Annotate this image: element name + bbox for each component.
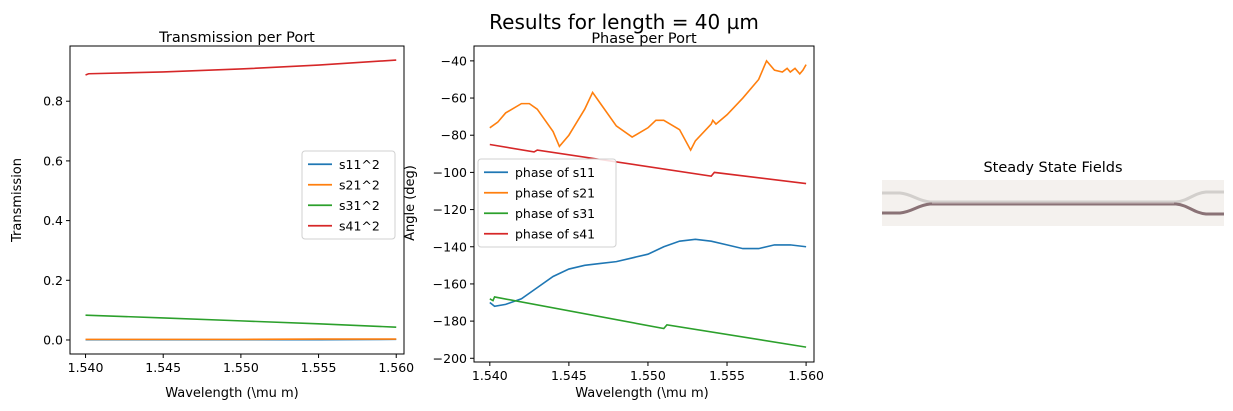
figure-suptitle: Results for length = 40 µm	[489, 10, 759, 34]
phase-x-tick-label: 1.555	[709, 368, 745, 383]
phase-y-tick-label: −40	[441, 53, 467, 68]
transmission-x-tick-label: 1.550	[223, 360, 259, 375]
phase-legend-box	[477, 158, 617, 248]
transmission-x-tick-label: 1.545	[145, 360, 181, 375]
phase-plot-frame	[473, 45, 815, 363]
upper-waveguide-trace	[882, 190, 1224, 204]
phase-y-tick-label: −160	[433, 276, 467, 291]
transmission-y-tick-label: 0.0	[43, 332, 63, 347]
phase-x-tick-label: 1.550	[630, 368, 666, 383]
phase-y-tick-label: −60	[441, 91, 467, 106]
phase-y-tick-label: −200	[433, 351, 467, 366]
phase-legend-entry: phase of s31	[515, 206, 595, 221]
transmission-legend-entry: s21^2	[339, 177, 380, 192]
transmission-y-axis-label: Transmission	[10, 158, 25, 243]
phase-x-axis-label: Wavelength (\mu m)	[575, 386, 708, 401]
phase-x-tick-label: 1.545	[551, 368, 587, 383]
phase-y-axis-label: Angle (deg)	[403, 165, 418, 241]
transmission-x-tick-label: 1.540	[68, 360, 104, 375]
phase-y-tick-label: −180	[433, 314, 467, 329]
transmission-series-3-line	[85, 314, 397, 328]
transmission-legend-entry: s41^2	[339, 218, 380, 233]
transmission-series	[85, 59, 397, 341]
transmission-ticks: 1.540 1.545 1.550 1.555 1.560 0.0 0.2 0.4 0.6 0.8	[43, 94, 414, 375]
phase-x-tick-label: 1.540	[472, 368, 508, 383]
phase-y-tick-label: −80	[441, 128, 467, 143]
transmission-y-tick-label: 0.8	[43, 94, 63, 109]
phase-series-1-line	[489, 238, 807, 308]
transmission-y-tick-label: 0.4	[43, 213, 63, 228]
phase-y-tick-label: −120	[433, 202, 467, 217]
steady-state-fields-panel: Steady State Fields	[882, 160, 1224, 226]
phase-y-tick-label: −100	[433, 165, 467, 180]
phase-legend-entry: phase of s21	[515, 185, 595, 200]
phase-chart-title: Phase per Port	[591, 31, 697, 47]
phase-x-tick-label: 1.560	[788, 368, 824, 383]
transmission-legend-entry: s11^2	[339, 157, 380, 172]
transmission-chart-title: Transmission per Port	[158, 30, 315, 46]
transmission-legend-entry: s31^2	[339, 198, 380, 213]
phase-series-2-line	[489, 59, 807, 152]
transmission-x-tick-label: 1.560	[378, 360, 414, 375]
transmission-chart: 1.540 1.545 1.550 1.555 1.560 0.0 0.2 0.4 0.6 0.8…	[10, 30, 414, 401]
transmission-plot-frame	[69, 45, 405, 355]
transmission-y-tick-label: 0.2	[43, 273, 63, 288]
phase-legend-entry: phase of s41	[515, 226, 595, 241]
lower-waveguide-trace	[882, 202, 1224, 216]
transmission-y-tick-label: 0.6	[43, 153, 63, 168]
phase-series-3-line	[489, 296, 807, 348]
phase-chart: 1.540 1.545 1.550 1.555 1.560 −200 −180 −160 −14…	[403, 31, 824, 401]
transmission-legend: s11^2 s21^2 s31^2 s41^2	[301, 150, 396, 240]
transmission-x-tick-label: 1.555	[301, 360, 337, 375]
phase-y-tick-label: −140	[433, 239, 467, 254]
transmission-x-axis-label: Wavelength (\mu m)	[165, 386, 298, 401]
phase-series-4-line	[489, 143, 807, 185]
field-panel-title: Steady State Fields	[983, 160, 1122, 176]
phase-series	[489, 59, 807, 348]
transmission-legend-box	[301, 150, 396, 240]
phase-ticks: 1.540 1.545 1.550 1.555 1.560 −200 −180 −160 −14…	[433, 53, 824, 383]
transmission-series-4-line	[85, 59, 397, 76]
phase-legend-entry: phase of s11	[515, 165, 595, 180]
phase-legend: phase of s11 phase of s21 phase of s31 phas…	[477, 158, 617, 248]
